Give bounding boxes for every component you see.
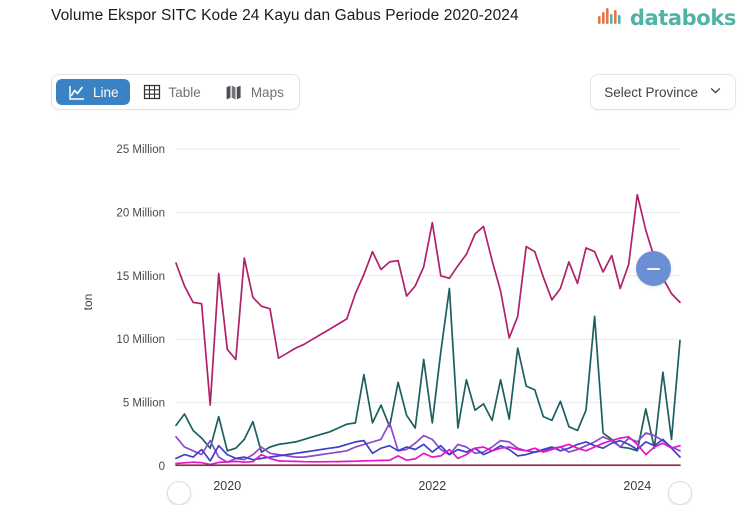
chart-container[interactable]: 0 5 Million 10 Million 15 Million 20 Million…: [0, 112, 753, 505]
chart-line-series-3[interactable]: [175, 422, 681, 464]
minus-icon: [647, 267, 660, 270]
chart-series-group: [175, 193, 681, 467]
tab-line[interactable]: Line: [56, 79, 130, 105]
zoom-out-button[interactable]: [636, 251, 671, 286]
x-axis-tick-label: 2022: [418, 479, 446, 493]
tab-line-label: Line: [93, 84, 119, 100]
y-axis-tick-label: 20 Million: [116, 207, 165, 219]
tab-table-label: Table: [168, 84, 201, 100]
tab-maps-label: Maps: [250, 84, 284, 100]
y-axis-tick-label: 15 Million: [116, 271, 165, 283]
province-filter-dropdown[interactable]: Select Province: [590, 74, 736, 110]
page-header: Volume Ekspor SITC Kode 24 Kayu dan Gabu…: [0, 0, 753, 66]
range-handle-left[interactable]: [167, 481, 191, 505]
tab-maps[interactable]: Maps: [214, 79, 295, 105]
y-axis-tick-label: 10 Million: [116, 334, 165, 346]
x-axis-tick-labels: 2020 2022 2024: [213, 479, 651, 493]
x-axis-tick-label: 2020: [213, 479, 241, 493]
page-title: Volume Ekspor SITC Kode 24 Kayu dan Gabu…: [51, 7, 519, 24]
view-mode-toolbar: Line Table: [51, 74, 300, 110]
view-mode-segmented-control: Line Table: [51, 74, 300, 110]
tab-table[interactable]: Table: [132, 79, 212, 105]
y-axis-tick-labels: 0 5 Million 10 Million 15 Million 20 Million…: [116, 144, 165, 473]
province-filter-label: Select Province: [604, 84, 698, 100]
y-axis-tick-label: 5 Million: [123, 398, 165, 410]
range-handle-right[interactable]: [668, 481, 692, 505]
y-axis-title: ton: [81, 294, 95, 311]
line-chart-icon: [67, 83, 86, 102]
maps-icon: [225, 83, 244, 102]
y-axis-tick-label: 0: [159, 461, 165, 473]
chart-line-series-2[interactable]: [175, 287, 681, 453]
line-chart[interactable]: 0 5 Million 10 Million 15 Million 20 Million…: [0, 112, 753, 498]
databoks-logo: databoks: [597, 6, 737, 30]
y-axis-tick-label: 25 Million: [116, 144, 165, 156]
brand-name: databoks: [629, 6, 737, 30]
x-axis-tick-label: 2024: [623, 479, 651, 493]
chart-line-series-1[interactable]: [175, 193, 681, 406]
bar-chart-logo-icon: [597, 8, 621, 24]
chevron-down-icon: [709, 84, 722, 100]
table-grid-icon: [143, 83, 162, 102]
chart-line-series-5[interactable]: [175, 435, 681, 466]
chart-gridlines: [176, 148, 680, 467]
